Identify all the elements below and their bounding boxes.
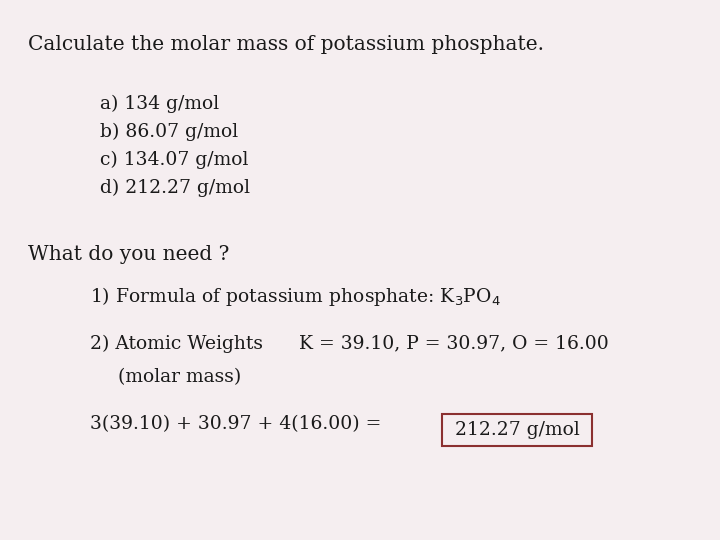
FancyBboxPatch shape [442, 414, 592, 446]
Text: 212.27 g/mol: 212.27 g/mol [454, 421, 580, 439]
Text: What do you need ?: What do you need ? [28, 245, 230, 264]
Text: (molar mass): (molar mass) [118, 368, 241, 386]
Text: 1) Formula of potassium phosphate: K$_3$PO$_4$: 1) Formula of potassium phosphate: K$_3$… [90, 285, 500, 308]
Text: 3(39.10) + 30.97 + 4(16.00) =: 3(39.10) + 30.97 + 4(16.00) = [90, 415, 382, 433]
Text: d) 212.27 g/mol: d) 212.27 g/mol [100, 179, 250, 197]
Text: c) 134.07 g/mol: c) 134.07 g/mol [100, 151, 248, 169]
Text: 2) Atomic Weights      K = 39.10, P = 30.97, O = 16.00: 2) Atomic Weights K = 39.10, P = 30.97, … [90, 335, 608, 353]
Text: b) 86.07 g/mol: b) 86.07 g/mol [100, 123, 238, 141]
Text: a) 134 g/mol: a) 134 g/mol [100, 95, 219, 113]
Text: Calculate the molar mass of potassium phosphate.: Calculate the molar mass of potassium ph… [28, 35, 544, 54]
